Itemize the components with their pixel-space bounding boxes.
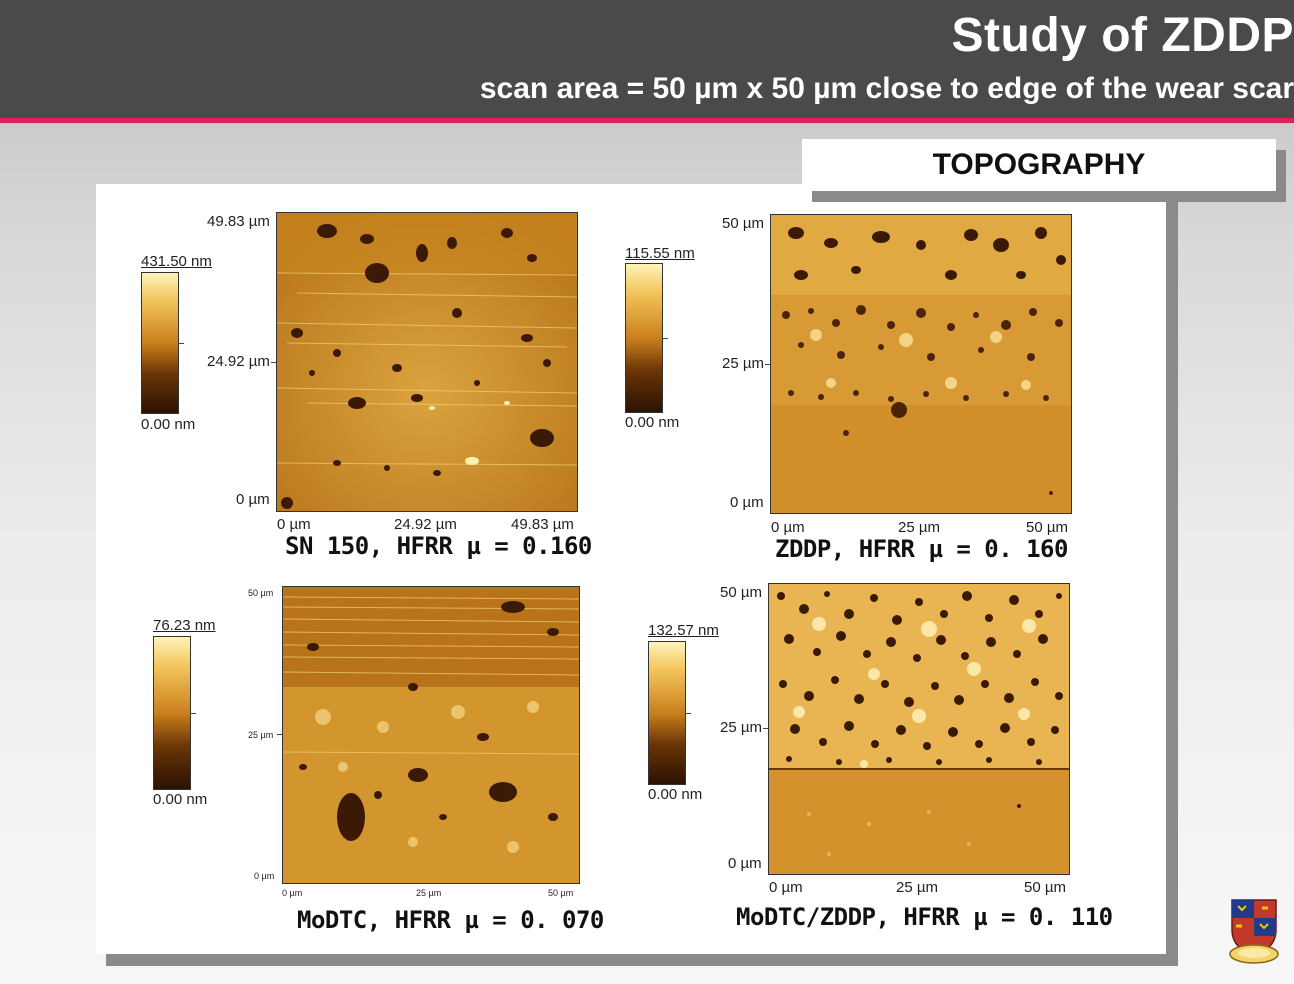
y-mid-label-2: 25 µm xyxy=(722,355,764,372)
scale-max-label-1: 431.50 nm xyxy=(141,253,212,270)
x-mid-label-3: 25 µm xyxy=(416,888,442,898)
x-left-label-2: 0 µm xyxy=(771,519,805,536)
x-left-label-4: 0 µm xyxy=(769,879,803,896)
x-mid-label-1: 24.92 µm xyxy=(394,516,457,533)
caption-zddp: ZDDP, HFRR µ = 0. 160 xyxy=(775,535,1068,563)
y-top-label-2: 50 µm xyxy=(722,215,764,232)
y-bot-label-4: 0 µm xyxy=(728,855,762,872)
color-scale-bar-3 xyxy=(153,636,196,790)
color-scale-bar-4 xyxy=(648,641,691,785)
topography-label: TOPOGRAPHY xyxy=(802,139,1276,191)
x-right-label-2: 50 µm xyxy=(1026,519,1068,536)
y-top-label-1: 49.83 µm xyxy=(207,213,270,230)
caption-modtc-zddp: MoDTC/ZDDP, HFRR µ = 0. 110 xyxy=(736,903,1113,931)
y-mid-label-3: 25 µm xyxy=(248,730,274,740)
y-bot-label-2: 0 µm xyxy=(730,494,764,511)
x-mid-label-2: 25 µm xyxy=(898,519,940,536)
afm-image-modtc xyxy=(282,586,580,884)
color-scale-bar-1 xyxy=(141,272,184,414)
y-bot-label-3: 0 µm xyxy=(254,871,275,881)
x-left-label-3: 0 µm xyxy=(282,888,303,898)
x-right-label-1: 49.83 µm xyxy=(511,516,574,533)
college-crest-logo xyxy=(1224,896,1284,968)
scale-max-label-3: 76.23 nm xyxy=(153,617,216,634)
slide-title: Study of ZDDP xyxy=(951,9,1294,62)
afm-image-sn150 xyxy=(276,212,578,512)
color-scale-bar-2 xyxy=(625,263,668,413)
y-mid-label-1: 24.92 µm xyxy=(207,353,270,370)
caption-sn150: SN 150, HFRR µ = 0.160 xyxy=(285,532,592,560)
y-bot-label-1: 0 µm xyxy=(236,491,270,508)
accent-line xyxy=(0,118,1294,123)
slide-header: Study of ZDDP scan area = 50 µm x 50 µm … xyxy=(0,0,1294,118)
y-mid-label-4: 25 µm xyxy=(720,719,762,736)
afm-image-zddp xyxy=(770,214,1072,514)
scale-min-label-3: 0.00 nm xyxy=(153,791,208,808)
afm-image-modtc-zddp xyxy=(768,583,1070,875)
x-right-label-4: 50 µm xyxy=(1024,879,1066,896)
scale-min-label-4: 0.00 nm xyxy=(648,786,703,803)
x-left-label-1: 0 µm xyxy=(277,516,311,533)
x-right-label-3: 50 µm xyxy=(548,888,574,898)
x-mid-label-4: 25 µm xyxy=(896,879,938,896)
scale-min-label-2: 0.00 nm xyxy=(625,414,680,431)
scale-max-label-4: 132.57 nm xyxy=(648,622,719,639)
y-top-label-4: 50 µm xyxy=(720,584,762,601)
caption-modtc: MoDTC, HFRR µ = 0. 070 xyxy=(297,906,604,934)
scale-min-label-1: 0.00 nm xyxy=(141,416,196,433)
slide-subtitle: scan area = 50 µm x 50 µm close to edge … xyxy=(479,72,1294,105)
scale-max-label-2: 115.55 nm xyxy=(625,245,695,262)
y-top-label-3: 50 µm xyxy=(248,588,274,598)
